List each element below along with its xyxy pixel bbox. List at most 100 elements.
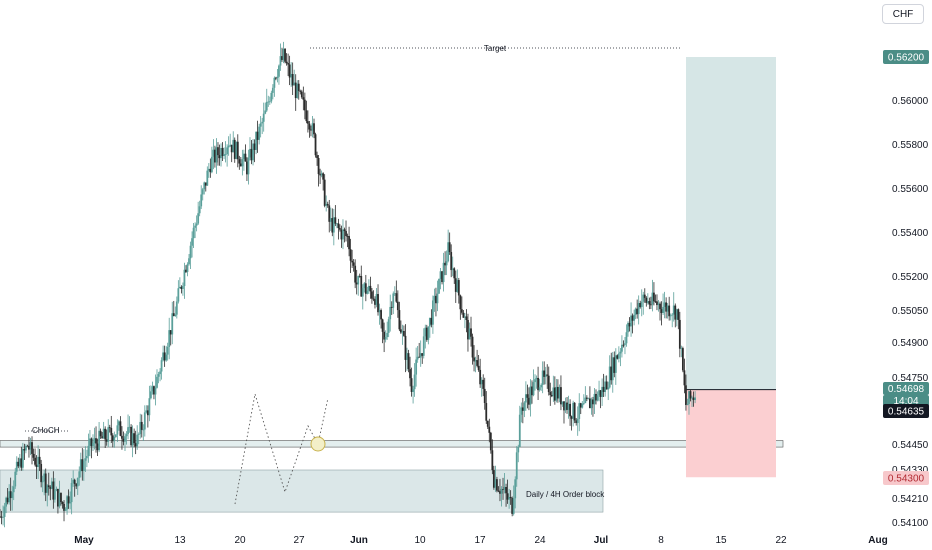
candle: [467, 313, 469, 352]
candle: [32, 448, 35, 462]
candle: [178, 277, 181, 289]
candle: [154, 374, 157, 406]
candle: [599, 389, 602, 409]
candle: [142, 424, 145, 441]
candle: [619, 348, 622, 367]
candle: [67, 489, 70, 509]
candle: [273, 76, 276, 97]
candle: [428, 317, 431, 338]
candle: [685, 374, 687, 411]
candle: [168, 317, 171, 360]
candle: [262, 102, 265, 132]
last-price-tag: 0.54635: [883, 404, 929, 418]
candle: [558, 384, 561, 403]
candle: [677, 308, 680, 330]
candle: [244, 144, 247, 162]
candle: [383, 322, 386, 353]
candle: [367, 279, 370, 294]
candle: [547, 366, 550, 396]
candle: [110, 415, 113, 443]
candle: [21, 442, 24, 471]
candle: [0, 510, 3, 525]
candle: [47, 472, 50, 496]
candle: [296, 80, 299, 99]
candle: [393, 286, 396, 296]
candle: [188, 253, 190, 266]
candle: [256, 120, 259, 153]
candle: [180, 285, 183, 294]
candle: [640, 289, 643, 317]
candle: [78, 466, 81, 486]
candle: [531, 380, 533, 404]
candle: [175, 296, 178, 319]
candle: [675, 308, 678, 327]
x-tick-label: 20: [234, 535, 246, 546]
candle: [166, 342, 169, 361]
candle: [457, 277, 460, 304]
candle: [209, 158, 212, 178]
candle: [92, 434, 94, 452]
candle: [171, 301, 174, 345]
candle: [217, 142, 219, 166]
candle: [416, 346, 419, 363]
candle: [89, 429, 91, 457]
candle: [380, 308, 382, 329]
candle: [645, 296, 648, 307]
candle: [221, 142, 224, 162]
candle: [363, 281, 366, 293]
candle: [268, 96, 271, 105]
candle: [233, 137, 236, 163]
candle: [656, 294, 658, 311]
candle: [648, 297, 651, 310]
y-tick-label: 0.54900: [892, 338, 929, 349]
candle: [310, 125, 312, 137]
candle: [442, 252, 445, 292]
candle: [686, 398, 689, 406]
candle: [40, 459, 43, 488]
candle: [660, 301, 663, 326]
candle: [422, 328, 425, 359]
candle: [116, 419, 119, 442]
svg-text:0.54635: 0.54635: [888, 407, 925, 418]
candle: [424, 324, 427, 349]
candle: [52, 471, 55, 509]
y-tick-label: 0.54210: [892, 494, 929, 505]
candle: [354, 259, 357, 289]
candle: [462, 310, 465, 318]
candle: [505, 483, 507, 507]
candle: [448, 232, 451, 255]
candle: [28, 436, 30, 458]
candle: [524, 381, 527, 411]
currency-button[interactable]: CHF: [882, 4, 924, 24]
candle: [683, 358, 686, 394]
candle: [343, 227, 346, 243]
candle: [34, 448, 36, 467]
candle: [576, 406, 579, 436]
demand-zone: [0, 440, 784, 448]
candle: [553, 376, 556, 405]
y-tick-label: 0.54100: [892, 518, 929, 529]
candle: [281, 47, 283, 62]
candle: [332, 208, 335, 246]
candle: [328, 199, 331, 233]
candle: [573, 402, 576, 424]
candle: [366, 286, 369, 295]
candle: [360, 265, 363, 297]
candle: [102, 421, 105, 439]
candle: [630, 302, 632, 337]
candle: [589, 386, 591, 409]
candle: [413, 363, 416, 397]
candle: [602, 373, 605, 397]
candle: [226, 144, 229, 167]
candle: [371, 288, 373, 304]
candle: [390, 301, 393, 315]
candle: [528, 387, 530, 411]
candle: [614, 348, 617, 385]
candle: [85, 449, 88, 468]
candle: [517, 444, 520, 463]
candle: [607, 381, 610, 401]
candle: [267, 95, 270, 107]
candle: [352, 259, 355, 272]
candle: [570, 415, 573, 431]
